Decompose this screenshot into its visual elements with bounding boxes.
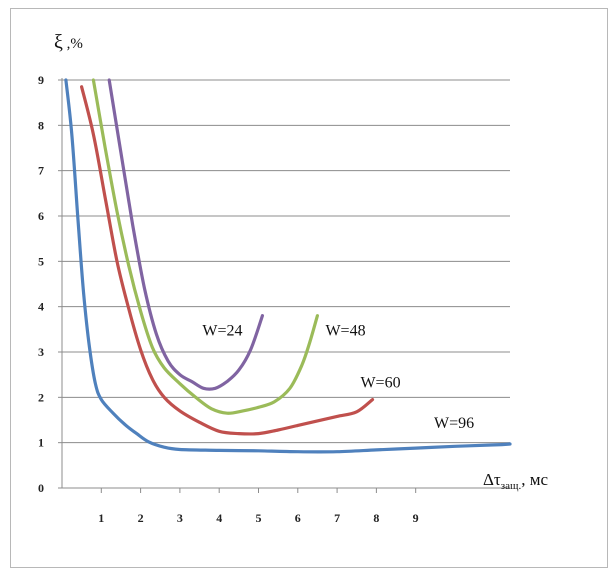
y-tick-label: 5 [38, 254, 44, 268]
series-line-w-24 [107, 78, 264, 391]
series-label: W=96 [434, 415, 474, 432]
y-tick-label: 2 [38, 390, 44, 404]
y-tick-label: 4 [38, 300, 44, 314]
y-tick-label: 6 [38, 209, 44, 223]
series-line-w-96 [64, 78, 512, 454]
y-tick-label: 7 [38, 164, 44, 178]
y-tick-label: 8 [38, 118, 44, 132]
x-tick-label: 8 [373, 511, 379, 525]
tick-labels: 0 1 2 3 4 5 6 7 8 9 1 2 3 4 5 6 7 8 9 [38, 73, 419, 525]
y-tick-label: 9 [38, 73, 44, 87]
series-labels: W=24 W=48 W=60 W=96 [202, 323, 474, 432]
x-tick-label: 9 [413, 511, 419, 525]
x-tick-label: 5 [255, 511, 261, 525]
x-tick-label: 3 [177, 511, 183, 525]
y-tick-label: 1 [38, 436, 44, 450]
x-tick-label: 4 [216, 511, 222, 525]
series-label: W=24 [202, 323, 242, 340]
series-label: W=60 [360, 375, 400, 392]
x-tick-label: 1 [98, 511, 104, 525]
x-tick-label: 7 [334, 511, 340, 525]
x-axis-label: Δτзащ., мс [483, 470, 548, 492]
series-label: W=48 [325, 323, 365, 340]
x-tick-label: 6 [295, 511, 301, 525]
y-axis-label: ξ ,% [54, 31, 83, 53]
gridlines [62, 79, 510, 444]
x-tick-label: 2 [138, 511, 144, 525]
series-line-w-60 [80, 85, 375, 436]
y-tick-label: 0 [38, 481, 44, 495]
series-lines [64, 78, 512, 454]
y-tick-label: 3 [38, 345, 44, 359]
series-line-w-48 [91, 78, 319, 415]
chart-frame [10, 8, 608, 568]
axes [58, 78, 510, 493]
